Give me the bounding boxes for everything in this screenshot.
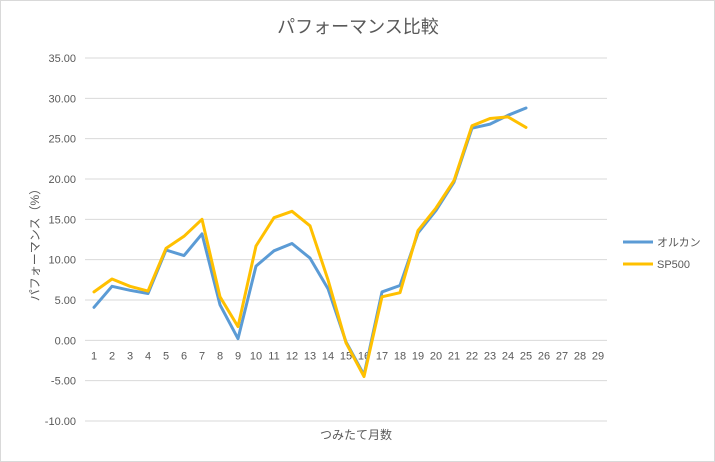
y-tick-label: -10.00 bbox=[45, 416, 76, 428]
y-tick-label: 15.00 bbox=[48, 214, 76, 226]
x-tick-label: 7 bbox=[199, 350, 205, 362]
x-tick-label: 19 bbox=[412, 350, 424, 362]
x-tick-label: 21 bbox=[448, 350, 460, 362]
x-tick-label: 25 bbox=[520, 350, 532, 362]
x-tick-label: 23 bbox=[484, 350, 496, 362]
series-lines bbox=[92, 106, 528, 379]
x-tick-label: 13 bbox=[304, 350, 316, 362]
x-tick-label: 26 bbox=[538, 350, 550, 362]
y-tick-label: -5.00 bbox=[51, 376, 76, 388]
x-tick-label: 17 bbox=[376, 350, 388, 362]
x-tick-labels: 1 2 3 4 5 6 7 8 9 10 11 12 13 14 15 16 17 18 19 20 21 22 23 24 2… bbox=[91, 350, 604, 362]
x-tick-label: 20 bbox=[430, 350, 442, 362]
y-tick-label: 20.00 bbox=[48, 174, 76, 186]
x-tick-label: 22 bbox=[466, 350, 478, 362]
legend-label: SP500 bbox=[657, 259, 690, 271]
x-tick-label: 10 bbox=[250, 350, 262, 362]
x-tick-label: 12 bbox=[286, 350, 298, 362]
chart-title: パフォーマンス比較 bbox=[277, 17, 439, 37]
y-tick-label: 35.00 bbox=[48, 53, 76, 65]
x-tick-label: 29 bbox=[592, 350, 604, 362]
x-tick-label: 6 bbox=[181, 350, 187, 362]
y-tick-labels: 35.00 30.00 25.00 20.00 15.00 10.00 5.00 0.00 -5… bbox=[45, 53, 76, 428]
x-tick-label: 3 bbox=[127, 350, 133, 362]
legend: オルカン SP500 bbox=[623, 236, 701, 271]
x-tick-label: 24 bbox=[502, 350, 514, 362]
x-tick-label: 15 bbox=[340, 350, 352, 362]
y-tick-label: 25.00 bbox=[48, 134, 76, 146]
legend-label: オルカン bbox=[657, 236, 701, 249]
x-tick-label: 28 bbox=[574, 350, 586, 362]
gridlines bbox=[85, 57, 607, 422]
y-tick-label: 30.00 bbox=[48, 93, 76, 105]
x-tick-label: 11 bbox=[268, 350, 279, 362]
y-axis-title: パフォーマンス（%） bbox=[28, 183, 42, 301]
x-axis-title: つみたて月数 bbox=[320, 427, 392, 442]
x-tick-label: 5 bbox=[163, 350, 169, 362]
x-tick-label: 1 bbox=[91, 350, 97, 362]
x-tick-label: 4 bbox=[145, 350, 151, 362]
x-tick-label: 27 bbox=[556, 350, 568, 362]
x-tick-label: 18 bbox=[394, 350, 406, 362]
series-line-0 bbox=[92, 106, 528, 377]
y-tick-label: 0.00 bbox=[55, 335, 76, 347]
y-tick-label: 5.00 bbox=[55, 295, 76, 307]
x-tick-label: 14 bbox=[322, 350, 334, 362]
x-tick-label: 2 bbox=[109, 350, 115, 362]
series-line-1 bbox=[92, 115, 528, 379]
x-tick-label: 9 bbox=[235, 350, 241, 362]
x-tick-label: 8 bbox=[217, 350, 223, 362]
y-tick-label: 10.00 bbox=[48, 255, 76, 267]
